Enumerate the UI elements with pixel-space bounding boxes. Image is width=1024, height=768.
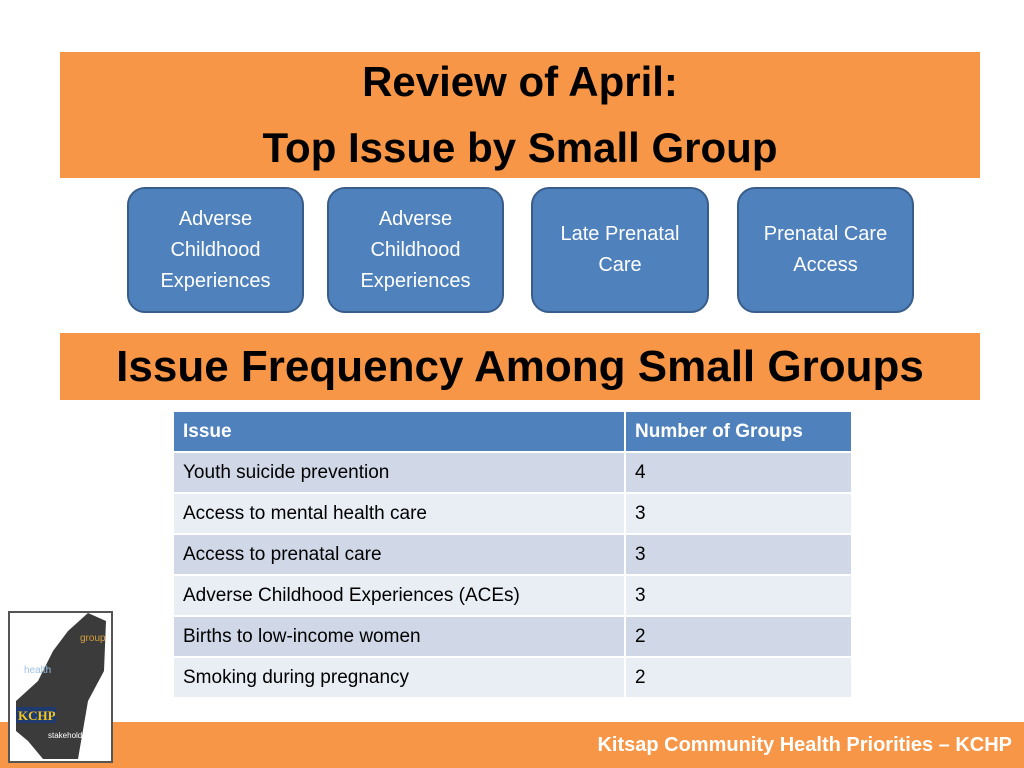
title-line: Review of April: [362,58,678,105]
title-line: Top Issue by Small Group [262,124,778,171]
logo-word: stakeholders [48,731,93,740]
table-row: Births to low-income women 2 [172,615,853,658]
table-cell: Smoking during pregnancy [172,656,626,699]
header-cell: Number of Groups [624,410,853,453]
table-row: Youth suicide prevention 4 [172,451,853,494]
table-cell: 3 [624,574,853,617]
group-box: Adverse Childhood Experiences [127,187,304,313]
table-cell: Access to prenatal care [172,533,626,576]
table-cell: 2 [624,656,853,699]
table-cell: 3 [624,492,853,535]
group-box: Late Prenatal Care [531,187,709,313]
table-cell: 3 [624,533,853,576]
table-cell: Births to low-income women [172,615,626,658]
section-title: Issue Frequency Among Small Groups [60,333,980,400]
table-cell: Adverse Childhood Experiences (ACEs) [172,574,626,617]
header-row: Issue Number of Groups [172,410,853,453]
table-cell: Youth suicide prevention [172,451,626,494]
table-row: Access to prenatal care 3 [172,533,853,576]
table-row: Smoking during pregnancy 2 [172,656,853,699]
footer: Kitsap Community Health Priorities – KCH… [0,722,1024,768]
issue-table: Issue Number of Groups Youth suicide pre… [172,410,853,699]
group-box: Prenatal Care Access [737,187,914,313]
logo-name: KCHP [18,708,56,723]
group-box: Adverse Childhood Experiences [327,187,504,313]
table-row: Adverse Childhood Experiences (ACEs) 3 [172,574,853,617]
logo-word: health [24,665,51,676]
logo-word: group [80,633,106,644]
table-cell: 2 [624,615,853,658]
header-cell: Issue [172,410,626,453]
table-row: Access to mental health care 3 [172,492,853,535]
logo: group health KCHP stakeholders [8,611,113,763]
table-cell: 4 [624,451,853,494]
logo-badge [16,707,56,723]
table-cell: Access to mental health care [172,492,626,535]
title-band: Review of April: Top Issue by Small Grou… [60,52,980,178]
